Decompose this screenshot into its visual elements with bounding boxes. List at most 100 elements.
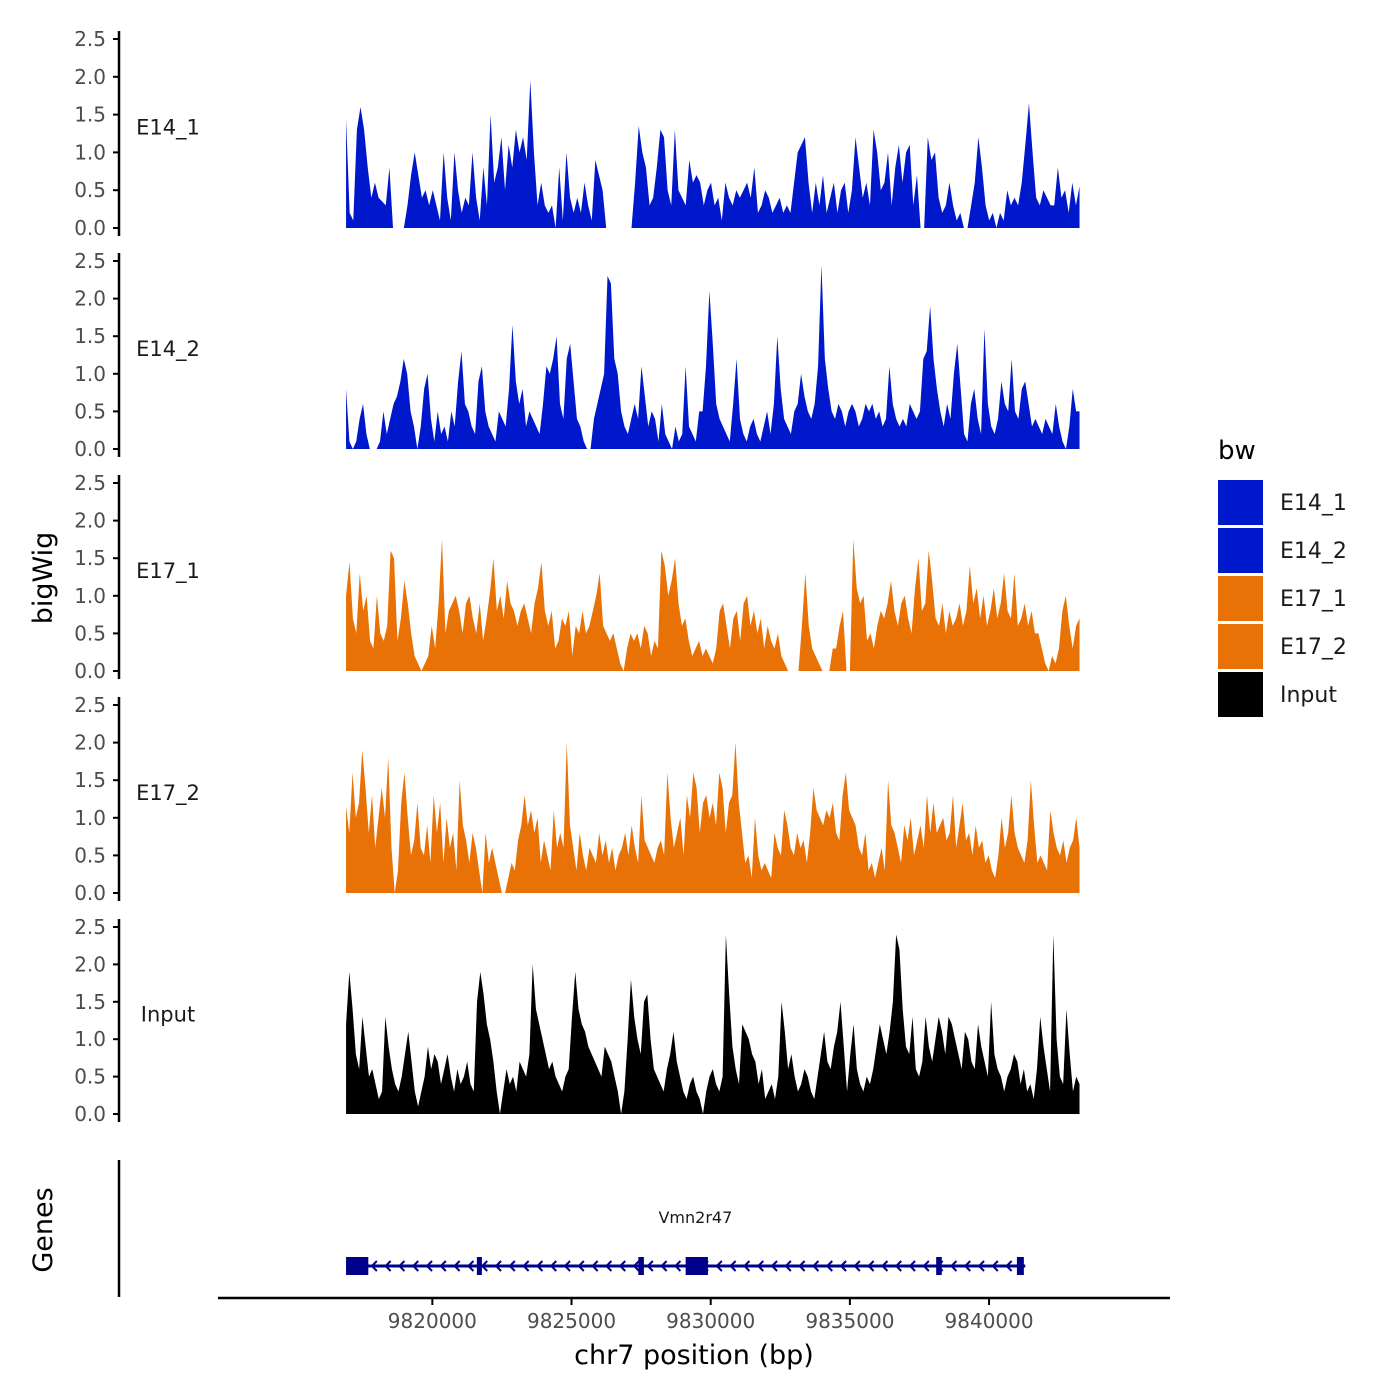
strand-arrow — [605, 1260, 613, 1272]
y-tick-label: 1.5 — [74, 324, 106, 348]
y-tick-label: 0.5 — [74, 178, 106, 202]
y-tick-label: 1.5 — [74, 768, 106, 792]
strand-arrow — [950, 1260, 958, 1272]
legend-swatch — [1218, 576, 1263, 621]
strand-arrow — [674, 1260, 682, 1272]
strand-arrow — [536, 1260, 544, 1272]
exon — [936, 1257, 942, 1275]
y-tick-label: 1.5 — [74, 990, 106, 1014]
x-tick-label: 9840000 — [945, 1309, 1034, 1333]
y-tick-label: 2.5 — [74, 471, 106, 495]
y-tick-label: 0.0 — [74, 881, 106, 905]
y-tick-label: 2.0 — [74, 65, 106, 89]
strand-arrow — [784, 1260, 792, 1272]
y-tick-label: 2.0 — [74, 731, 106, 755]
exon — [476, 1257, 482, 1275]
y-tick-label: 2.0 — [74, 287, 106, 311]
y-tick-label: 1.5 — [74, 546, 106, 570]
legend-swatch — [1218, 480, 1263, 525]
track-label: E17_2 — [136, 781, 200, 806]
strand-arrow — [411, 1260, 419, 1272]
y-tick-label: 1.0 — [74, 140, 106, 164]
gene-name: Vmn2r47 — [658, 1208, 732, 1227]
strand-arrow — [853, 1260, 861, 1272]
strand-arrow — [398, 1260, 406, 1272]
y-tick-label: 2.0 — [74, 509, 106, 533]
strand-arrow — [922, 1260, 930, 1272]
strand-arrow — [632, 1260, 640, 1272]
track-e14-1: 0.0 0.5 1.0 1.5 2.0 2.5 E14_1 — [74, 27, 1080, 240]
strand-arrow — [894, 1260, 902, 1272]
y-tick-label: 0.5 — [74, 399, 106, 423]
strand-arrow — [770, 1260, 778, 1272]
tracks-layer: 0.0 0.5 1.0 1.5 2.0 2.5 E14_1 0.0 0.5 1.0 1.5 2.0 2.… — [74, 27, 1080, 1126]
legend-swatch — [1218, 624, 1263, 669]
strand-arrow — [908, 1260, 916, 1272]
strand-arrow — [743, 1260, 751, 1272]
track-label: Input — [141, 1003, 195, 1027]
genes-axis-title: Genes — [28, 1187, 59, 1272]
y-tick-label: 1.0 — [74, 1027, 106, 1051]
y-tick-label: 1.0 — [74, 362, 106, 386]
exon — [638, 1257, 644, 1275]
strand-arrow — [963, 1260, 971, 1272]
legend-label: E17_2 — [1280, 635, 1347, 660]
legend: bw E14_1 E14_2 E17_1 E17_2 Input — [1218, 436, 1347, 717]
strand-arrow — [660, 1260, 668, 1272]
track-label: E17_1 — [136, 559, 200, 584]
strand-arrow — [977, 1260, 985, 1272]
legend-label: E14_2 — [1280, 539, 1347, 564]
strand-arrow — [591, 1260, 599, 1272]
strand-arrow — [881, 1260, 889, 1272]
y-tick-label: 1.0 — [74, 584, 106, 608]
strand-arrow — [549, 1260, 557, 1272]
exon — [685, 1257, 708, 1275]
legend-label: E17_1 — [1280, 587, 1347, 612]
y-tick-label: 0.0 — [74, 659, 106, 683]
strand-arrow — [839, 1260, 847, 1272]
strand-arrow — [618, 1260, 626, 1272]
y-tick-label: 0.0 — [74, 216, 106, 240]
track-e17-2: 0.0 0.5 1.0 1.5 2.0 2.5 E17_2 — [74, 693, 1080, 905]
strand-arrow — [370, 1260, 378, 1272]
track-e17-1: 0.0 0.5 1.0 1.5 2.0 2.5 E17_1 — [74, 471, 1080, 683]
strand-arrow — [439, 1260, 447, 1272]
x-axis-title: chr7 position (bp) — [574, 1340, 814, 1371]
strand-arrow — [867, 1260, 875, 1272]
y-tick-label: 2.5 — [74, 27, 106, 51]
signal-area — [346, 539, 1080, 671]
y-tick-label: 1.0 — [74, 806, 106, 830]
y-tick-label: 0.5 — [74, 1065, 106, 1089]
strand-arrow — [798, 1260, 806, 1272]
track-label: E14_1 — [136, 116, 200, 141]
legend-swatch — [1218, 672, 1263, 717]
strand-arrow — [522, 1260, 530, 1272]
y-axis-title: bigWig — [28, 532, 59, 625]
legend-label: E14_1 — [1280, 491, 1347, 516]
exon — [346, 1257, 369, 1275]
y-tick-label: 0.0 — [74, 1102, 106, 1126]
strand-arrow — [825, 1260, 833, 1272]
track-input: 0.0 0.5 1.0 1.5 2.0 2.5 Input — [74, 915, 1080, 1126]
strand-arrow — [729, 1260, 737, 1272]
legend-title: bw — [1218, 436, 1256, 466]
y-tick-label: 0.0 — [74, 437, 106, 461]
signal-area — [346, 742, 1080, 893]
gene-track: Vmn2r47 — [117, 1160, 1026, 1297]
y-tick-label: 0.5 — [74, 843, 106, 867]
x-tick-label: 9820000 — [388, 1309, 477, 1333]
strand-arrow — [1005, 1260, 1013, 1272]
y-tick-label: 2.0 — [74, 952, 106, 976]
strand-arrow — [494, 1260, 502, 1272]
strand-arrow — [715, 1260, 723, 1272]
strand-arrow — [577, 1260, 585, 1272]
strand-arrow — [384, 1260, 392, 1272]
x-tick-label: 9830000 — [666, 1309, 755, 1333]
y-tick-label: 2.5 — [74, 693, 106, 717]
x-axis: 9820000 9825000 9830000 9835000 9840000 — [218, 1296, 1170, 1333]
x-tick-label: 9825000 — [527, 1309, 616, 1333]
strand-arrow — [425, 1260, 433, 1272]
signal-area — [346, 80, 1080, 228]
